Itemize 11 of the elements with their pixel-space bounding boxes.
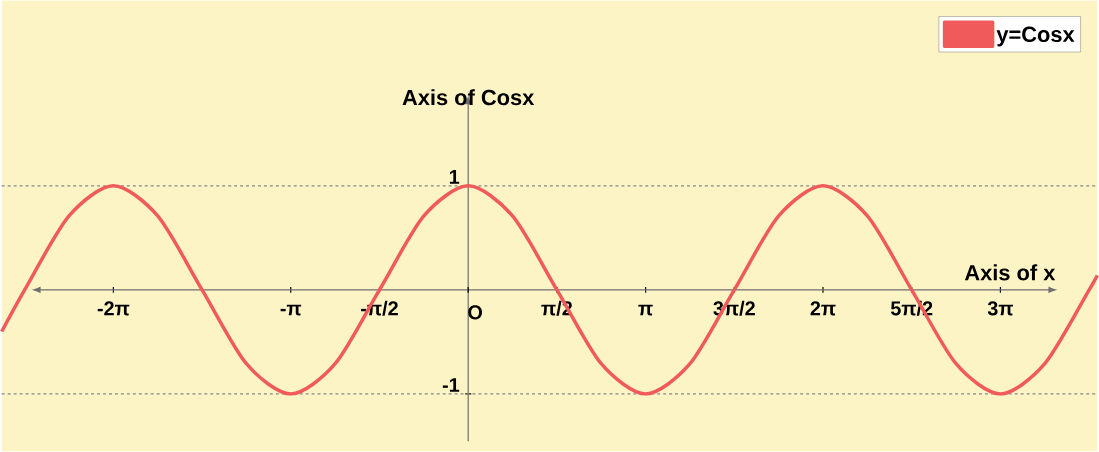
y-axis-title: Axis of Cosx	[402, 89, 535, 106]
x-tick-label: -π	[280, 304, 302, 316]
x-axis-title: Axis of x	[964, 264, 1056, 281]
x-tick-label: -2π	[97, 301, 130, 316]
y-tick-label: -1	[442, 378, 460, 392]
x-tick-label: π	[638, 304, 653, 316]
x-tick-label: 2π	[810, 301, 836, 316]
legend-label: y=Cosx	[996, 26, 1075, 47]
x-tick-label: O	[468, 305, 483, 320]
x-tick-label: 3π	[987, 301, 1014, 316]
y-tick-label: 1	[449, 170, 460, 184]
